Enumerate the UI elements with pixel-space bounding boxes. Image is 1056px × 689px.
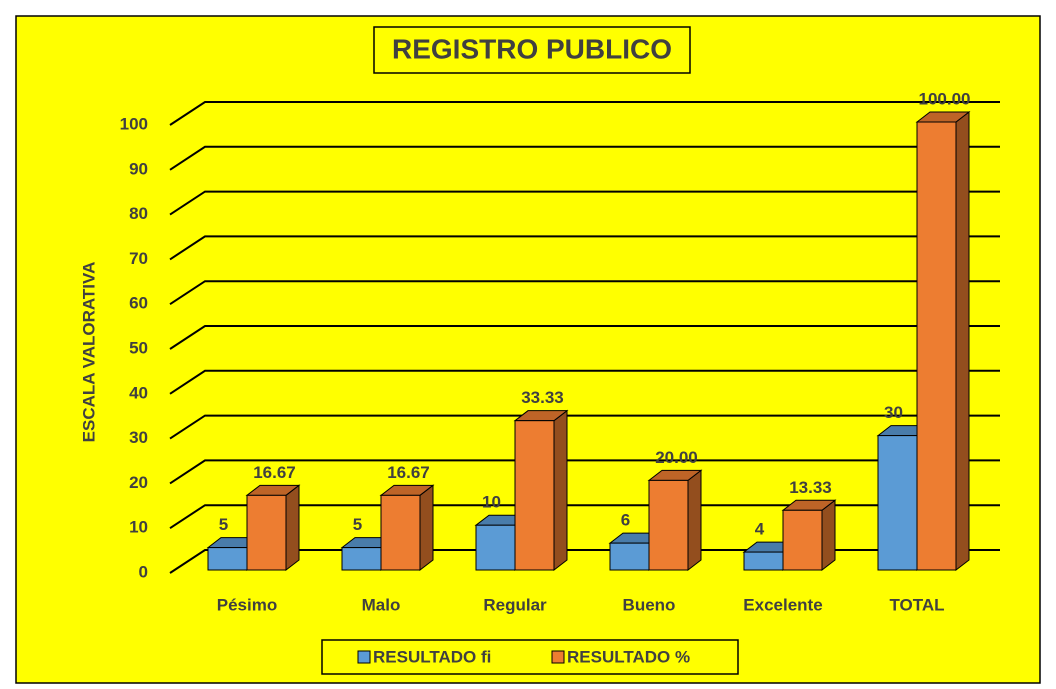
- bar-side: [285, 484, 300, 572]
- data-label: 5: [219, 515, 228, 534]
- grid-line: [169, 325, 1000, 350]
- legend-box: [321, 639, 739, 675]
- legend-swatch: [551, 650, 565, 664]
- grid-line: [169, 504, 1000, 530]
- bar-side: [553, 409, 568, 572]
- y-tick-label: 20: [129, 473, 148, 492]
- bar: [916, 121, 957, 571]
- x-tick-label: Bueno: [623, 595, 676, 614]
- y-tick-label: 40: [129, 383, 148, 402]
- bar-side: [419, 484, 434, 572]
- bar: [207, 547, 248, 571]
- y-tick-label: 80: [129, 204, 148, 223]
- grid-line: [169, 190, 1000, 216]
- x-tick-label: Regular: [483, 595, 547, 614]
- legend-swatch: [357, 650, 371, 664]
- grid-line: [169, 414, 1000, 440]
- bar: [341, 547, 382, 571]
- data-label: 16.67: [253, 463, 296, 482]
- bar: [246, 494, 287, 571]
- y-tick-label: 30: [129, 428, 148, 447]
- y-tick-label: 70: [129, 249, 148, 268]
- x-tick-label: Malo: [362, 595, 401, 614]
- y-tick-label: 60: [129, 294, 148, 313]
- grid-line: [169, 459, 1000, 485]
- y-tick-label: 90: [129, 159, 148, 178]
- bar: [475, 524, 516, 571]
- y-tick-label: 100: [120, 114, 148, 133]
- bar: [877, 435, 918, 571]
- bar: [782, 509, 823, 571]
- x-tick-label: Pésimo: [217, 595, 277, 614]
- data-label: 33.33: [521, 388, 564, 407]
- data-label: 4: [755, 520, 765, 539]
- grid-line: [169, 145, 1000, 171]
- data-label: 16.67: [387, 463, 430, 482]
- y-tick-label: 50: [129, 338, 148, 357]
- data-label: 6: [621, 511, 630, 530]
- data-label: 100.00: [919, 89, 971, 108]
- title-box: [373, 26, 691, 74]
- bar: [380, 494, 421, 571]
- chart-title: REGISTRO PUBLICO: [392, 33, 672, 64]
- y-axis-label: ESCALA VALORATIVA: [79, 262, 98, 443]
- grid-line: [169, 549, 1000, 574]
- data-label: 13.33: [789, 478, 832, 497]
- x-tick-label: TOTAL: [889, 595, 944, 614]
- x-tick-label: Excelente: [743, 595, 822, 614]
- legend-label: RESULTADO %: [567, 647, 690, 666]
- grid-line: [169, 369, 1000, 395]
- data-label: 20.00: [655, 448, 698, 467]
- bar: [648, 479, 689, 571]
- bar: [743, 551, 784, 571]
- chart-background: [15, 15, 1041, 684]
- legend-label: RESULTADO fi: [373, 647, 491, 666]
- bar: [609, 542, 650, 571]
- bar-side: [687, 469, 702, 572]
- grid-line: [169, 101, 1000, 126]
- data-label: 10: [482, 493, 501, 512]
- data-label: 5: [353, 515, 362, 534]
- y-tick-label: 0: [139, 562, 148, 581]
- data-label: 30: [884, 403, 903, 422]
- grid-line: [169, 280, 1000, 306]
- y-tick-label: 10: [129, 518, 148, 537]
- bar-side: [955, 110, 970, 572]
- bar: [514, 420, 555, 571]
- bar-side: [821, 499, 836, 572]
- grid-line: [169, 235, 1000, 261]
